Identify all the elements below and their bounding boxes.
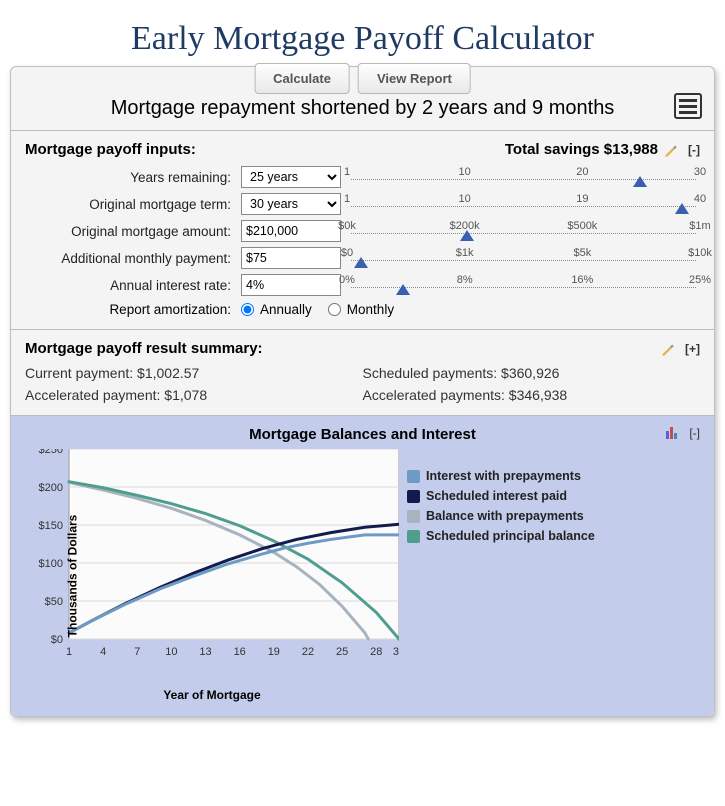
svg-text:$200: $200 bbox=[39, 482, 63, 494]
years-remaining-label: Years remaining: bbox=[25, 170, 235, 185]
original-term-slider[interactable]: 1101940 bbox=[347, 193, 700, 215]
collapse-chart-toggle[interactable]: [-] bbox=[689, 426, 700, 440]
chart-plot: Thousands of Dollars $0 $50 $100 $150 $200 $2… bbox=[25, 449, 399, 702]
calculator-panel: Calculate View Report Mortgage repayment… bbox=[10, 66, 715, 717]
slider-thumb[interactable] bbox=[396, 284, 410, 295]
amortization-label: Report amortization: bbox=[75, 302, 235, 317]
inputs-section: Mortgage payoff inputs: Total savings $1… bbox=[11, 130, 714, 329]
results-section: Mortgage payoff result summary: [+] Curr… bbox=[11, 329, 714, 415]
chart-legend: Interest with prepayments Scheduled inter… bbox=[407, 449, 595, 702]
amortization-annually-radio[interactable] bbox=[241, 303, 254, 316]
svg-text:22: 22 bbox=[302, 646, 314, 658]
inputs-heading: Mortgage payoff inputs: bbox=[25, 141, 196, 158]
svg-text:7: 7 bbox=[134, 646, 140, 658]
original-term-select[interactable]: 30 years bbox=[241, 193, 341, 215]
interest-rate-label: Annual interest rate: bbox=[25, 278, 235, 293]
svg-text:19: 19 bbox=[268, 646, 280, 658]
svg-text:16: 16 bbox=[234, 646, 246, 658]
headline-text: Mortgage repayment shortened by 2 years … bbox=[111, 97, 615, 119]
slider-thumb[interactable] bbox=[354, 257, 368, 268]
original-amount-slider[interactable]: $0k$200k$500k$1m bbox=[347, 220, 700, 242]
collapse-inputs-toggle[interactable]: [-] bbox=[688, 143, 700, 157]
scheduled-payments: Scheduled payments: $360,926 bbox=[363, 365, 701, 381]
pencil-icon[interactable] bbox=[661, 341, 677, 357]
slider-thumb[interactable] bbox=[675, 203, 689, 214]
svg-text:1: 1 bbox=[66, 646, 72, 658]
additional-payment-label: Additional monthly payment: bbox=[25, 251, 235, 266]
view-report-button[interactable]: View Report bbox=[358, 63, 471, 94]
expand-results-toggle[interactable]: [+] bbox=[685, 342, 700, 356]
svg-text:4: 4 bbox=[100, 646, 106, 658]
svg-text:$0: $0 bbox=[51, 634, 63, 646]
legend-item: Balance with prepayments bbox=[407, 509, 595, 523]
svg-text:$250: $250 bbox=[39, 449, 63, 456]
interest-rate-input[interactable] bbox=[241, 274, 341, 296]
svg-text:10: 10 bbox=[165, 646, 177, 658]
current-payment: Current payment: $1,002.57 bbox=[25, 365, 363, 381]
additional-payment-input[interactable] bbox=[241, 247, 341, 269]
slider-thumb[interactable] bbox=[633, 176, 647, 187]
svg-text:13: 13 bbox=[199, 646, 211, 658]
years-remaining-slider[interactable]: 1102030 bbox=[347, 166, 700, 188]
legend-item: Scheduled interest paid bbox=[407, 489, 595, 503]
svg-text:$100: $100 bbox=[39, 558, 63, 570]
chart-type-icon[interactable] bbox=[666, 427, 677, 439]
original-amount-label: Original mortgage amount: bbox=[25, 224, 235, 239]
chart-xlabel: Year of Mortgage bbox=[25, 688, 399, 702]
legend-item: Interest with prepayments bbox=[407, 469, 595, 483]
headline-row: Mortgage repayment shortened by 2 years … bbox=[11, 91, 714, 130]
results-heading: Mortgage payoff result summary: bbox=[25, 340, 263, 357]
slider-thumb[interactable] bbox=[460, 230, 474, 241]
additional-payment-slider[interactable]: $0$1k$5k$10k bbox=[347, 247, 700, 269]
original-term-label: Original mortgage term: bbox=[25, 197, 235, 212]
interest-rate-slider[interactable]: 0%8%16%25% bbox=[347, 274, 700, 296]
menu-icon[interactable] bbox=[674, 93, 702, 119]
amortization-monthly-radio[interactable] bbox=[328, 303, 341, 316]
accelerated-payment: Accelerated payment: $1,078 bbox=[25, 387, 363, 403]
original-amount-input[interactable] bbox=[241, 220, 341, 242]
years-remaining-select[interactable]: 25 years bbox=[241, 166, 341, 188]
calculate-button[interactable]: Calculate bbox=[254, 63, 350, 94]
amortization-monthly-text: Monthly bbox=[347, 302, 394, 317]
svg-text:$50: $50 bbox=[45, 596, 63, 608]
svg-text:30: 30 bbox=[393, 646, 399, 658]
svg-text:28: 28 bbox=[370, 646, 382, 658]
pencil-icon[interactable] bbox=[664, 142, 680, 158]
chart-ylabel: Thousands of Dollars bbox=[65, 514, 79, 637]
top-button-bar: Calculate View Report bbox=[254, 63, 471, 94]
chart-section: [-] Mortgage Balances and Interest Thous… bbox=[11, 415, 714, 716]
total-savings-label: Total savings $13,988 bbox=[505, 141, 658, 158]
amortization-annually-text: Annually bbox=[260, 302, 312, 317]
page-title: Early Mortgage Payoff Calculator bbox=[10, 20, 715, 58]
svg-text:$150: $150 bbox=[39, 520, 63, 532]
chart-title: Mortgage Balances and Interest bbox=[25, 426, 700, 443]
legend-item: Scheduled principal balance bbox=[407, 529, 595, 543]
accelerated-payments: Accelerated payments: $346,938 bbox=[363, 387, 701, 403]
svg-text:25: 25 bbox=[336, 646, 348, 658]
